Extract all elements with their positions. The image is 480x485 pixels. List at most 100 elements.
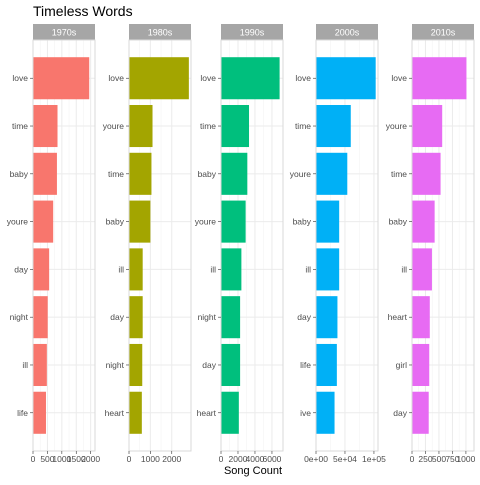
- category-label: time: [295, 121, 311, 131]
- facet-panel-2000s: 2000s love time youre baby ill day life ive 0e+00…: [290, 24, 386, 464]
- x-tick-label: 5e+04: [333, 454, 357, 464]
- x-tick-label: 0e+00: [304, 454, 328, 464]
- x-tick-label: 1000: [456, 454, 475, 464]
- panel-border: [32, 39, 96, 452]
- bar-life: [33, 391, 46, 434]
- facet-strip: [412, 24, 474, 40]
- bar-day: [316, 296, 338, 339]
- category-label: love: [108, 73, 124, 83]
- bar-love: [33, 57, 90, 100]
- bar-ill: [33, 343, 47, 387]
- facet-panel-2010s: 2010s love youre time baby ill heart girl day 0 25…: [386, 24, 476, 464]
- category-label: love: [200, 73, 216, 83]
- category-label: time: [108, 169, 124, 179]
- x-tick-label: 2000: [81, 454, 100, 464]
- category-label: time: [200, 121, 216, 131]
- x-tick-label: 0: [31, 454, 36, 464]
- category-label: baby: [106, 217, 125, 227]
- bar-life: [316, 343, 337, 387]
- category-label: heart: [388, 312, 408, 322]
- category-label: ill: [210, 264, 216, 274]
- category-label: love: [12, 73, 28, 83]
- bar-night: [221, 296, 241, 339]
- bar-time: [129, 152, 152, 195]
- bar-ill: [221, 248, 242, 291]
- panel-border: [315, 39, 379, 452]
- x-tick-label: 4000: [246, 454, 265, 464]
- category-label: youre: [290, 169, 312, 179]
- category-label: night: [10, 312, 29, 322]
- facet-strip: [129, 24, 191, 40]
- x-tick-label: 500: [40, 454, 54, 464]
- facet-panel-1970s: 1970s love time baby youre day night ill life 0 50…: [7, 24, 100, 464]
- category-label: heart: [197, 408, 217, 418]
- facet-panel-1980s: 1980s love youre time baby ill day night heart 0 1…: [103, 24, 192, 464]
- x-tick-label: 750: [445, 454, 459, 464]
- bar-ill: [129, 248, 143, 291]
- category-label: baby: [389, 217, 408, 227]
- bar-baby: [316, 200, 340, 243]
- facet-strip: [33, 24, 95, 40]
- x-tick-label: 2000: [162, 454, 181, 464]
- bar-youre: [221, 200, 246, 243]
- x-tick-label: 1e+05: [362, 454, 386, 464]
- category-label: ill: [305, 264, 311, 274]
- category-label: life: [17, 408, 28, 418]
- category-label: girl: [396, 360, 407, 370]
- facet-strip: [316, 24, 378, 40]
- x-axis-label: Song Count: [224, 465, 282, 477]
- category-label: ive: [300, 408, 311, 418]
- bar-time: [412, 152, 441, 195]
- category-label: time: [12, 121, 28, 131]
- panel-background: [412, 40, 474, 451]
- panel-background: [316, 40, 378, 451]
- x-tick-label: 2000: [229, 454, 248, 464]
- bar-day: [129, 296, 143, 339]
- category-label: heart: [105, 408, 125, 418]
- bar-time: [221, 104, 250, 148]
- category-label: love: [295, 73, 311, 83]
- category-label: day: [393, 408, 407, 418]
- facet-strip-label: 2010s: [431, 28, 456, 38]
- x-tick-label: 250: [418, 454, 432, 464]
- panel-background: [129, 40, 191, 451]
- category-label: night: [198, 312, 217, 322]
- bar-time: [33, 104, 58, 148]
- x-tick-label: 1000: [52, 454, 71, 464]
- category-label: life: [300, 360, 311, 370]
- category-label: love: [391, 73, 407, 83]
- chart-title: Timeless Words: [33, 3, 133, 19]
- facet-strip: [221, 24, 283, 40]
- bar-baby: [33, 152, 57, 195]
- facet-panel-1990s: 1990s love time baby youre ill night day heart 0 2…: [195, 24, 284, 464]
- x-tick-label: 0: [219, 454, 224, 464]
- category-label: ill: [118, 264, 124, 274]
- facet-strip-label: 1990s: [240, 28, 265, 38]
- panel-background: [33, 40, 95, 451]
- bar-day: [221, 343, 241, 387]
- bar-love: [316, 57, 376, 100]
- x-tick-label: 500: [432, 454, 446, 464]
- x-tick-label: 0: [410, 454, 415, 464]
- x-tick-label: 1500: [67, 454, 86, 464]
- x-tick-label: 0: [127, 454, 132, 464]
- category-label: youre: [7, 217, 29, 227]
- bar-ill: [412, 248, 432, 291]
- bar-love: [129, 57, 189, 100]
- bar-youre: [316, 152, 348, 195]
- bar-baby: [221, 152, 248, 195]
- category-label: day: [14, 264, 28, 274]
- bar-night: [33, 296, 48, 339]
- bar-youre: [33, 200, 54, 243]
- bar-love: [412, 57, 467, 100]
- facet-strip-label: 1970s: [52, 28, 77, 38]
- category-label: ill: [401, 264, 407, 274]
- category-label: baby: [198, 169, 217, 179]
- panel-background: [221, 40, 283, 451]
- bar-youre: [129, 104, 153, 148]
- bar-ive: [316, 391, 335, 434]
- category-label: baby: [293, 217, 312, 227]
- bar-youre: [412, 104, 443, 148]
